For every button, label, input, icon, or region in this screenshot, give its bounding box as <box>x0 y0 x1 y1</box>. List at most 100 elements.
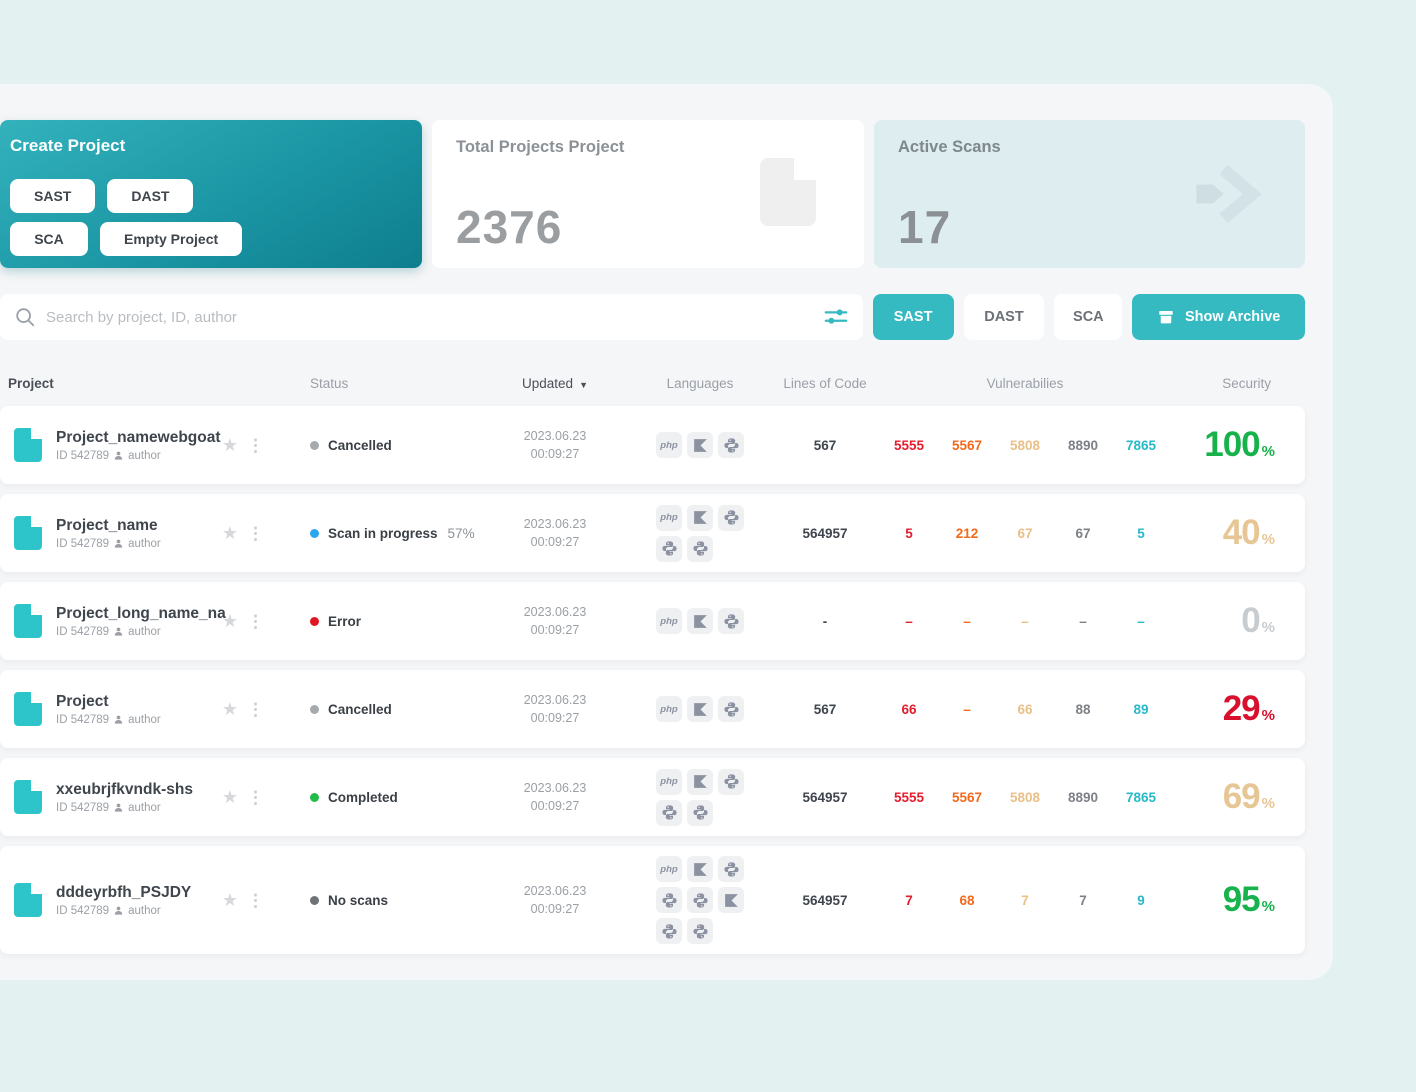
lines-of-code: - <box>822 613 828 629</box>
status-dot <box>310 704 319 714</box>
project-meta: ID 542789 author <box>56 625 161 638</box>
status-label: Error <box>328 613 362 629</box>
lines-of-code: 567 <box>813 437 837 453</box>
project-cell: xxeubrjfkvndk-shs ID 542789 author ★ ⋮ <box>0 780 300 814</box>
vuln-count: 7 <box>905 892 913 908</box>
active-scans-title: Active Scans <box>898 138 1001 156</box>
table-row[interactable]: dddeyrbfh_PSJDY ID 542789 author ★ ⋮ No scans… <box>0 846 1305 954</box>
kotlin-icon <box>687 768 713 795</box>
status-cell: Completed <box>300 790 480 805</box>
person-icon <box>114 451 123 460</box>
show-archive-button[interactable]: Show Archive <box>1132 294 1306 340</box>
kebab-menu-icon[interactable]: ⋮ <box>247 523 264 543</box>
table-row[interactable]: xxeubrjfkvndk-shs ID 542789 author ★ ⋮ Comple… <box>0 758 1305 836</box>
vuln-count: – <box>1021 613 1029 629</box>
vuln-count: 67 <box>1017 525 1033 541</box>
favorite-star-icon[interactable]: ★ <box>221 611 238 631</box>
vuln-count: – <box>1079 613 1087 629</box>
php-icon: php <box>656 608 682 634</box>
kotlin-icon <box>687 856 713 882</box>
vuln-count: 5 <box>1137 525 1145 541</box>
search-input[interactable] <box>46 308 813 326</box>
table-row[interactable]: Project_long_name_na ID 542789 author ★ ⋮ Err… <box>0 582 1305 660</box>
search-icon <box>16 308 35 327</box>
header-project: Project <box>8 375 54 391</box>
python-icon <box>718 504 744 531</box>
table-row[interactable]: Project_name ID 542789 author ★ ⋮ Scan in pro… <box>0 494 1305 572</box>
header-updated-sort[interactable]: Updated ▼ <box>522 375 588 391</box>
filter-sliders-icon[interactable] <box>823 305 849 329</box>
favorite-star-icon[interactable]: ★ <box>221 787 238 807</box>
security-score: 100% <box>1204 425 1275 464</box>
kebab-menu-icon[interactable]: ⋮ <box>247 890 264 910</box>
project-meta: ID 542789 author <box>56 904 161 917</box>
vulnerability-counts: 5 212 67 67 5 <box>880 526 1170 541</box>
security-score: 0% <box>1241 601 1275 640</box>
php-icon: php <box>656 856 682 882</box>
vulnerability-counts: 66 – 66 88 89 <box>880 702 1170 717</box>
status-cell: No scans <box>300 893 480 908</box>
project-name: Project_name <box>56 516 158 534</box>
create-sca-button[interactable]: SCA <box>10 222 88 256</box>
project-file-icon <box>14 692 42 726</box>
php-icon: php <box>656 696 682 722</box>
kebab-menu-icon[interactable]: ⋮ <box>247 787 264 807</box>
python-icon <box>687 887 713 913</box>
favorite-star-icon[interactable]: ★ <box>221 699 238 719</box>
security-score: 29% <box>1222 689 1275 728</box>
project-cell: Project_long_name_na ID 542789 author ★ ⋮ <box>0 604 300 638</box>
status-cell: Cancelled <box>300 702 480 717</box>
status-dot <box>310 528 319 538</box>
table-row[interactable]: Project ID 542789 author ★ ⋮ Cancelled 2023.06… <box>0 670 1305 748</box>
project-file-icon <box>14 780 42 814</box>
vuln-count: 5555 <box>893 437 925 453</box>
table-row[interactable]: Project_namewebgoat ID 542789 author ★ ⋮ Canc… <box>0 406 1305 484</box>
project-file-icon <box>14 604 42 638</box>
kebab-menu-icon[interactable]: ⋮ <box>247 699 264 719</box>
languages: php <box>656 608 744 634</box>
languages: php <box>656 696 744 722</box>
vuln-count: 66 <box>901 701 917 717</box>
create-sast-button[interactable]: SAST <box>10 179 96 213</box>
summary-cards: Create Project SAST DAST SCA Empty Proje… <box>0 120 1305 268</box>
php-icon: php <box>656 432 682 458</box>
project-meta: ID 542789 author <box>56 537 161 550</box>
filter-sast-button[interactable]: SAST <box>872 294 954 340</box>
project-cell: Project ID 542789 author ★ ⋮ <box>0 692 300 726</box>
create-empty-project-button[interactable]: Empty Project <box>100 222 243 256</box>
active-scans-card[interactable]: Active Scans 17 <box>874 120 1305 268</box>
vuln-count: 89 <box>1133 701 1149 717</box>
filter-sca-button[interactable]: SCA <box>1054 294 1123 340</box>
security-score: 69% <box>1222 777 1275 816</box>
project-list: Project_namewebgoat ID 542789 author ★ ⋮ Canc… <box>0 406 1305 954</box>
project-cell: Project_namewebgoat ID 542789 author ★ ⋮ <box>0 428 300 462</box>
create-dast-button[interactable]: DAST <box>107 179 194 213</box>
total-projects-card: Total Projects Project 2376 <box>432 120 864 268</box>
python-icon <box>687 799 713 826</box>
kebab-menu-icon[interactable]: ⋮ <box>247 435 264 455</box>
vuln-count: 8890 <box>1067 789 1099 805</box>
vuln-count: 68 <box>959 892 975 908</box>
favorite-star-icon[interactable]: ★ <box>221 890 238 910</box>
favorite-star-icon[interactable]: ★ <box>221 523 238 543</box>
python-icon <box>656 799 682 826</box>
kotlin-icon <box>687 696 713 722</box>
header-vulnerabilities: Vulnerabilies <box>986 375 1064 391</box>
kebab-menu-icon[interactable]: ⋮ <box>247 611 264 631</box>
filter-dast-button[interactable]: DAST <box>963 294 1045 340</box>
php-icon: php <box>656 504 682 531</box>
status-cell: Error <box>300 614 480 629</box>
total-projects-count: 2376 <box>456 201 563 253</box>
vuln-count: 5555 <box>893 789 925 805</box>
updated-cell: 2023.06.23 00:09:27 <box>523 883 587 916</box>
favorite-star-icon[interactable]: ★ <box>221 435 238 455</box>
project-name: dddeyrbfh_PSJDY <box>56 883 192 901</box>
main-panel: Create Project SAST DAST SCA Empty Proje… <box>0 84 1333 980</box>
lines-of-code: 564957 <box>802 525 848 541</box>
python-icon <box>718 696 744 722</box>
vulnerability-counts: 5555 5567 5808 8890 7865 <box>880 438 1170 453</box>
vuln-count: 7865 <box>1125 437 1157 453</box>
vuln-count: 88 <box>1075 701 1091 717</box>
project-name: xxeubrjfkvndk-shs <box>56 780 193 798</box>
arrow-right-icon <box>1196 164 1262 224</box>
